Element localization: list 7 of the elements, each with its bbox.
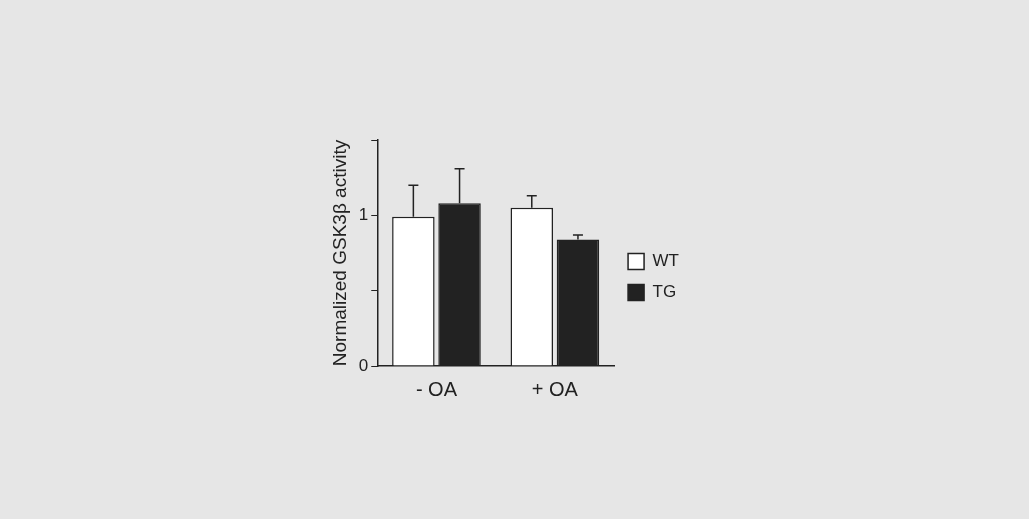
y-tick-label: 0 bbox=[358, 355, 369, 375]
y-tick-label: 1 bbox=[358, 205, 369, 225]
legend-label: WT bbox=[652, 251, 680, 271]
y-axis-title: Normalized GSK3β activity bbox=[328, 139, 350, 367]
x-tick-label: - OA bbox=[415, 377, 458, 400]
legend-label: TG bbox=[652, 282, 677, 302]
x-tick-label: + OA bbox=[531, 377, 579, 400]
